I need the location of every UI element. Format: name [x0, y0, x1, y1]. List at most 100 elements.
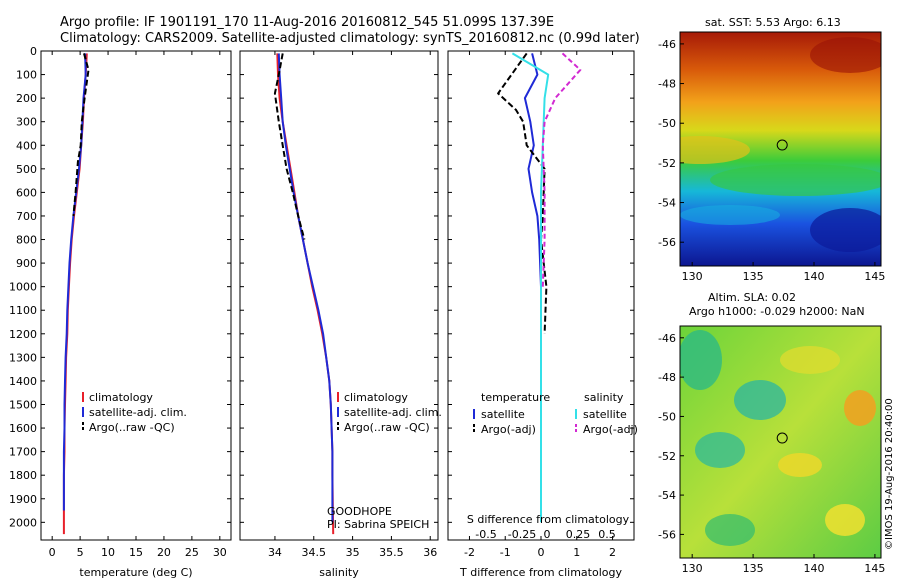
- sst-map-x-tick-label: 145: [864, 270, 885, 283]
- sla-map-y-tick-label: -52: [658, 450, 676, 463]
- difference-profile: -2 -1 0 1 2 T difference from climatology temp…: [447, 50, 638, 579]
- salinity-profile-x-tick-label: 35: [346, 546, 360, 559]
- difference-profile-x-tick-label: 2: [609, 546, 616, 559]
- difference-profile-line-3: [511, 52, 550, 523]
- sla-blob-1: [680, 330, 722, 390]
- sst-red-north: [810, 37, 881, 73]
- sla-blob-2: [734, 380, 786, 420]
- temperature-profile-x-tick-label: 30: [213, 546, 227, 559]
- difference-profile-x-tick-label: -1: [500, 546, 511, 559]
- depth-tick-label: 1400: [9, 375, 37, 388]
- diff-s-tick-label: 0.5: [598, 528, 616, 541]
- sla-blob-6: [825, 504, 865, 536]
- depth-tick-label: 1500: [9, 398, 37, 411]
- sst-map-title: sat. SST: 5.53 Argo: 6.13: [705, 16, 841, 29]
- diff-s-tick-label: 0.25: [566, 528, 591, 541]
- temperature-profile-x-tick-label: 5: [77, 546, 84, 559]
- depth-tick-label: 100: [16, 69, 37, 82]
- salinity-profile-x-tick-label: 36: [423, 546, 437, 559]
- header-line-2: Climatology: CARS2009. Satellite-adjuste…: [60, 31, 640, 46]
- depth-tick-label: 800: [16, 234, 37, 247]
- diff-s-tick-label: -0.25: [508, 528, 536, 541]
- salinity-annotation: GOODHOPE: [327, 505, 392, 518]
- temperature-profile-legend-label: climatology: [89, 391, 153, 404]
- sst-map-y-tick-label: -52: [658, 157, 676, 170]
- header-line-1: Argo profile: IF 1901191_170 11-Aug-2016…: [60, 15, 554, 30]
- sst-map-frame: [679, 31, 882, 267]
- salinity-profile-legend-label: Argo(..raw -QC): [344, 421, 430, 434]
- diff-s-axis-label: S difference from climatology: [467, 513, 630, 526]
- depth-tick-label: 1200: [9, 328, 37, 341]
- sla-map-x-tick-label: 140: [804, 562, 825, 575]
- diff-legend-temp-title: temperature: [481, 391, 550, 404]
- sst-map-y-tick-label: -56: [658, 236, 676, 249]
- temperature-profile-line-2: [62, 53, 87, 511]
- salinity-profile-x-tick-label: 34: [268, 546, 282, 559]
- difference-profile-series-group: [497, 52, 582, 523]
- temperature-profile-x-tick-label: 0: [49, 546, 56, 559]
- sla-map-y-tick-label: -50: [658, 410, 676, 423]
- sst-map-y-tick-label: -46: [658, 38, 676, 51]
- sst-map: sat. SST: 5.53 Argo: 6.13 130 135 140 145 -4…: [658, 16, 885, 283]
- depth-tick-label: 200: [16, 92, 37, 105]
- sst-warm-tongue: [680, 136, 750, 164]
- depth-tick-label: 1700: [9, 446, 37, 459]
- salinity-profile-frame: [239, 50, 439, 541]
- temperature-profile-x-tick-label: 15: [129, 546, 143, 559]
- diff-legend-sal-title: salinity: [584, 391, 624, 404]
- sla-map-frame: [679, 325, 882, 559]
- sst-front-green: [710, 164, 881, 196]
- sla-blob-8: [780, 346, 840, 374]
- difference-profile-xlabel: T difference from climatology: [459, 566, 622, 579]
- sst-cyan-patch: [680, 205, 780, 225]
- credit-text: ©IMOS 19-Aug-2016 20:40:00: [884, 398, 895, 550]
- sla-blob-4: [844, 390, 876, 426]
- sst-map-x-tick-label: 135: [743, 270, 764, 283]
- sst-map-x-tick-label: 140: [804, 270, 825, 283]
- depth-tick-label: 500: [16, 163, 37, 176]
- diff-legend-label: Argo(-adj): [583, 423, 638, 436]
- sla-map-y-tick-label: -56: [658, 528, 676, 541]
- depth-tick-label: 700: [16, 210, 37, 223]
- salinity-profile-x-tick-label: 34.5: [302, 546, 327, 559]
- temperature-profile-legend-label: Argo(..raw -QC): [89, 421, 175, 434]
- temperature-profile: 0 5 10 15 20 25 300100200300400500600700800900…: [9, 45, 232, 579]
- sst-map-y-tick-label: -50: [658, 117, 676, 130]
- salinity-profile: 34 34.5 35 35.5 36 salinity climatology satelli…: [239, 50, 442, 579]
- difference-profile-line-1: [523, 53, 542, 330]
- diff-legend-label: satellite: [583, 408, 627, 421]
- sst-map-y-tick-label: -54: [658, 197, 676, 210]
- sla-map-x-tick-label: 130: [682, 562, 703, 575]
- sst-map-y-tick-label: -48: [658, 78, 676, 91]
- diff-s-tick-label: 0: [544, 528, 551, 541]
- salinity-profile-series-group: [273, 53, 335, 535]
- sst-argo-marker: [776, 139, 788, 151]
- difference-profile-x-tick-label: 1: [573, 546, 580, 559]
- depth-tick-label: 400: [16, 139, 37, 152]
- depth-tick-label: 1600: [9, 422, 37, 435]
- temperature-profile-x-tick-label: 25: [185, 546, 199, 559]
- sla-map: Altim. SLA: 0.02 Argo h1000: -0.029 h200…: [658, 291, 895, 575]
- sst-cold-eddy: [810, 208, 881, 252]
- difference-profile-x-tick-label: -2: [464, 546, 475, 559]
- sla-map-y-tick-label: -54: [658, 489, 676, 502]
- sst-map-x-tick-label: 130: [682, 270, 703, 283]
- sla-argo-marker: [776, 432, 788, 444]
- sla-map-x-tick-label: 145: [864, 562, 885, 575]
- salinity-profile-line-1: [276, 53, 335, 535]
- temperature-profile-frame: [40, 50, 232, 541]
- salinity-profile-line-3: [273, 53, 306, 240]
- sla-blob-7: [705, 514, 755, 546]
- sla-blob-3: [695, 432, 745, 468]
- depth-tick-label: 1800: [9, 469, 37, 482]
- temperature-profile-xlabel: temperature (deg C): [79, 566, 192, 579]
- depth-tick-label: 1000: [9, 281, 37, 294]
- sla-map-title-1: Altim. SLA: 0.02: [708, 291, 796, 304]
- depth-tick-label: 300: [16, 116, 37, 129]
- sla-map-title-2: Argo h1000: -0.029 h2000: NaN: [689, 305, 865, 318]
- salinity-profile-line-2: [277, 53, 334, 523]
- temperature-profile-series-group: [62, 53, 90, 535]
- difference-profile-line-2: [497, 52, 548, 334]
- diff-legend-label: satellite: [481, 408, 525, 421]
